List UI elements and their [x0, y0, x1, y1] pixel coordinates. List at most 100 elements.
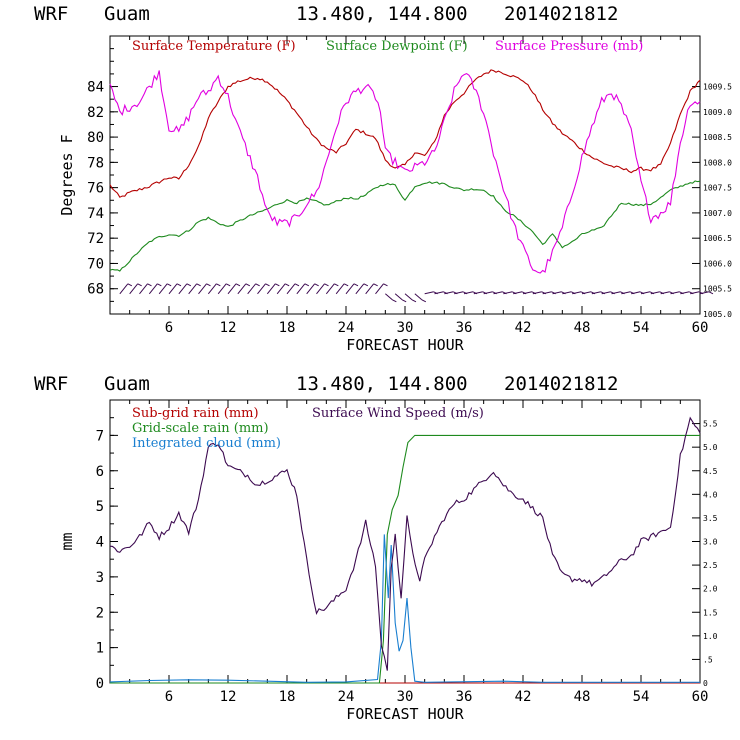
wind-barb	[532, 291, 542, 295]
wind-barb-flag	[284, 283, 290, 287]
wind-barb	[631, 291, 641, 295]
legend-cloud: Integrated cloud (mm)	[132, 436, 281, 451]
left-tick-label: 70	[87, 256, 104, 272]
wind-barb-flag	[353, 283, 359, 287]
wind-barb	[139, 283, 148, 295]
wind-barb-flag	[363, 283, 369, 287]
series-line-1	[109, 69, 701, 198]
wind-barb	[493, 291, 503, 295]
legend-dewpoint: Surface Dewpoint (F)	[326, 39, 468, 54]
x-tick-label: 60	[692, 320, 709, 336]
wind-barb	[178, 283, 188, 295]
right-tick-label: 1008.5	[703, 133, 732, 142]
wind-barb	[591, 291, 601, 295]
bottom-series-group	[109, 416, 701, 684]
wind-barb	[621, 291, 631, 295]
legend-subgrid-rain: Sub-grid rain (mm)	[132, 406, 259, 421]
wind-barb	[473, 291, 483, 295]
wind-barb-flag	[275, 283, 280, 287]
x-tick-label: 24	[338, 320, 355, 336]
wind-barb	[385, 293, 393, 301]
wind-barb	[424, 291, 434, 295]
left-tick-label: 7	[96, 428, 104, 444]
wind-barb	[394, 293, 403, 301]
bottom-legend: Sub-grid rain (mm) Surface Wind Speed (m…	[132, 406, 484, 451]
wind-barb	[601, 291, 611, 295]
bottom-location-label: Guam	[104, 373, 150, 395]
x-tick-label: 54	[633, 320, 650, 336]
wind-barb	[611, 291, 621, 295]
right-tick-label: 5.5	[703, 420, 718, 429]
wind-barb	[198, 283, 207, 295]
x-tick-label: 48	[574, 689, 591, 705]
right-tick-label: 1006.5	[703, 234, 732, 243]
wind-barb-flag	[294, 283, 300, 287]
left-tick-label: 1	[96, 641, 104, 657]
wind-barb	[542, 291, 552, 295]
wind-barb	[483, 291, 493, 295]
x-tick-label: 48	[574, 320, 591, 336]
wind-barb-flag	[137, 283, 142, 287]
wind-barb	[148, 283, 158, 295]
wind-barb-flag	[334, 283, 339, 287]
wind-barb	[562, 291, 572, 295]
right-tick-label: 1007.0	[703, 209, 732, 218]
wind-barb	[168, 283, 178, 295]
bottom-header: WRF Guam 13.480, 144.800 2014021812	[34, 373, 618, 395]
left-tick-label: 78	[87, 155, 104, 171]
wind-barb-flag	[245, 283, 251, 287]
bottom-right-axis: 0 .5 1.0 1.5 2.0 2.5 3.0 3.5 4.0 4.5 5.0 5.5	[692, 420, 718, 688]
right-tick-label: 2.0	[703, 585, 718, 594]
wind-barb	[404, 293, 413, 301]
left-tick-label: 6	[96, 464, 104, 480]
wind-barb	[699, 291, 710, 295]
wind-barb-flag	[196, 283, 201, 287]
wind-barb-flag	[235, 283, 241, 287]
x-tick-label: 42	[515, 320, 532, 336]
right-tick-label: 4.5	[703, 467, 718, 476]
wind-barb	[375, 283, 384, 295]
right-tick-label: 1007.5	[703, 184, 732, 193]
series-line-2	[110, 434, 700, 684]
wind-barb	[119, 283, 129, 295]
wind-barb	[335, 283, 345, 295]
series-line-4	[109, 416, 701, 671]
wind-barb	[227, 283, 237, 295]
wind-barb-flag	[157, 283, 162, 287]
legend-temperature: Surface Temperature (F)	[132, 39, 296, 54]
wind-barb-flag	[147, 283, 152, 287]
wind-barb	[463, 291, 474, 295]
right-tick-label: 1.5	[703, 608, 718, 617]
top-series-group	[109, 69, 701, 274]
x-tick-label: 6	[165, 320, 173, 336]
top-header: WRF Guam 13.480, 144.800 2014021812	[34, 3, 618, 25]
x-tick-label: 36	[456, 320, 473, 336]
wind-barb	[247, 283, 257, 295]
x-tick-label: 30	[397, 689, 414, 705]
bottom-left-axis: 0 1 2 3 4 5 6 7	[96, 399, 118, 692]
wind-barb-flag	[216, 283, 221, 287]
right-tick-label: 5.0	[703, 443, 718, 452]
bottom-x-axis: 6 12 18 24 30 36 42 48 54 60	[109, 400, 708, 705]
wind-barb-flag	[401, 299, 407, 303]
wind-barb	[276, 283, 286, 295]
wind-barb	[188, 283, 198, 295]
legend-pressure: Surface Pressure (mb)	[495, 39, 643, 54]
left-tick-label: 4	[96, 535, 104, 551]
wind-barb	[217, 283, 227, 295]
left-tick-label: 80	[87, 130, 104, 146]
series-line-3	[109, 534, 700, 683]
x-tick-label: 54	[633, 689, 650, 705]
x-tick-label: 6	[165, 689, 173, 705]
left-tick-label: 82	[87, 105, 104, 121]
wind-barb-flag	[206, 283, 211, 287]
left-tick-label: 84	[87, 80, 104, 96]
right-tick-label: 1005.5	[703, 285, 732, 294]
top-y-axis-label: Degrees F	[58, 134, 76, 215]
top-model-label: WRF	[34, 3, 68, 25]
wind-barb	[365, 283, 375, 295]
wind-barb	[650, 291, 660, 295]
